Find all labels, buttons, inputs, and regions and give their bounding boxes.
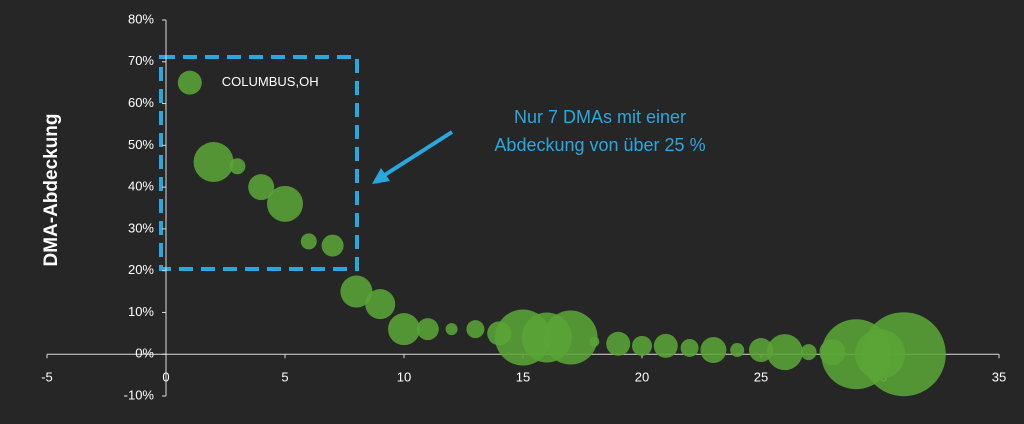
bubble (229, 158, 246, 175)
bubble (861, 312, 946, 397)
callout-text: Abdeckung von über 25 % (494, 135, 705, 155)
y-tick-label: 60% (128, 95, 154, 110)
bubble (193, 142, 234, 183)
x-tick-label: 5 (281, 369, 288, 384)
bubble (388, 313, 420, 346)
bubble (800, 344, 817, 361)
bubble (606, 331, 631, 356)
bubble (445, 323, 458, 336)
x-tick-label: 25 (754, 369, 768, 384)
bubble (589, 336, 600, 347)
bubble (321, 234, 344, 257)
y-tick-label: 50% (128, 137, 154, 152)
x-tick-label: 10 (397, 369, 411, 384)
y-axis-label: DMA-Abdeckung (41, 113, 62, 266)
y-tick-label: 80% (128, 11, 154, 26)
bubble (543, 310, 598, 365)
bubble (466, 320, 485, 339)
x-tick-label: 0 (162, 369, 169, 384)
bubble (730, 343, 745, 358)
bubble (632, 335, 652, 356)
bubble (365, 289, 396, 320)
bubble (749, 338, 773, 363)
x-tick-label: 15 (516, 369, 530, 384)
bubble (248, 174, 275, 201)
callout-text: Nur 7 DMAs mit einer (514, 107, 686, 127)
bubble (340, 275, 373, 308)
bubble (267, 185, 303, 222)
bubble (653, 333, 678, 358)
y-tick-label: 30% (128, 220, 154, 235)
x-tick-label: 20 (635, 369, 649, 384)
x-tick-label: 35 (992, 369, 1006, 384)
y-tick-label: 40% (128, 179, 154, 194)
arrow-head (372, 168, 390, 184)
y-tick-label: 10% (128, 304, 154, 319)
bubble (300, 233, 317, 250)
bubble (680, 338, 699, 357)
y-tick-label: -10% (124, 387, 155, 402)
y-tick-label: 0% (135, 346, 154, 361)
highlight-box (159, 55, 359, 271)
y-tick-label: 70% (128, 53, 154, 68)
y-tick-label: 20% (128, 262, 154, 277)
callout-arrow (378, 130, 454, 180)
bubble (416, 318, 439, 341)
bubble (177, 70, 202, 95)
x-tick-label: -5 (41, 369, 53, 384)
point-label: COLUMBUS,OH (222, 74, 319, 89)
bubble (700, 337, 727, 364)
bubble (766, 334, 803, 371)
